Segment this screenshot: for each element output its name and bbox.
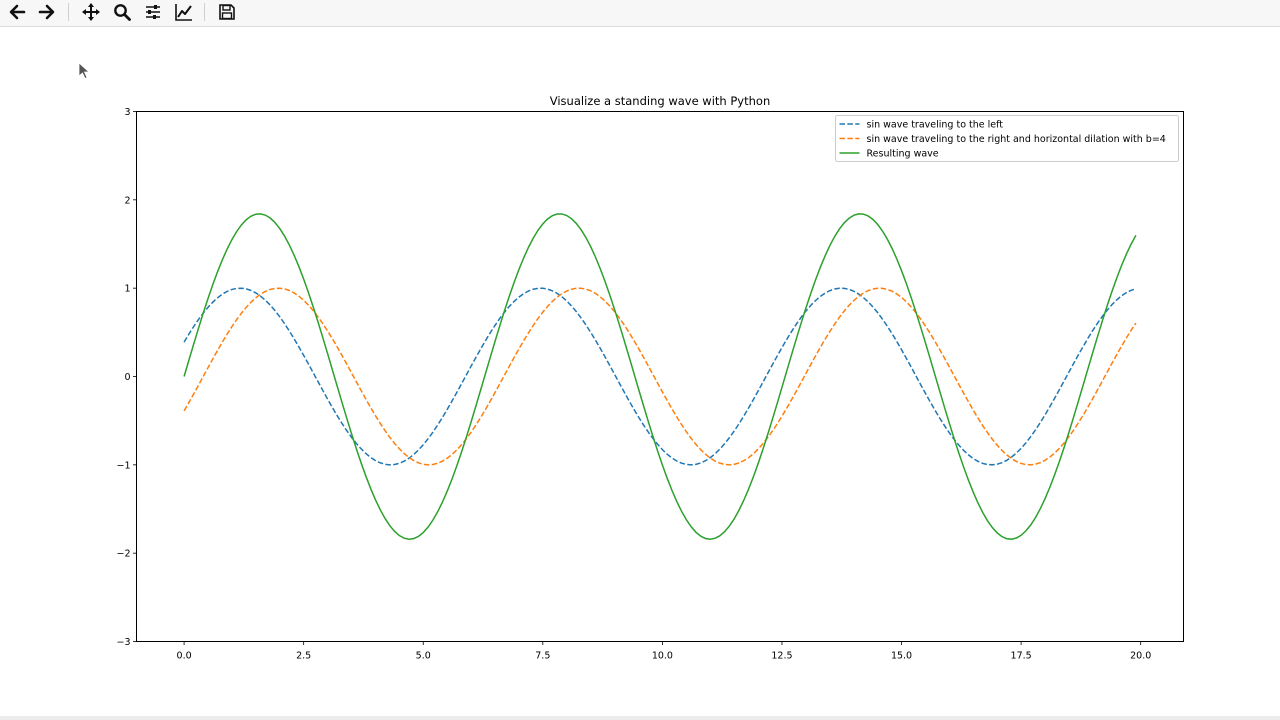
legend-label: sin wave traveling to the right and hori… [867,134,1166,145]
x-tick-label: 10.0 [652,651,673,662]
legend-label: Resulting wave [867,149,939,160]
figure-canvas: Visualize a standing wave with Python 0.… [0,27,1280,716]
y-tick-label: 1 [124,284,130,295]
toolbar-separator [204,3,205,21]
x-tick-label: 2.5 [296,651,311,662]
forward-button[interactable] [34,1,60,23]
customize-button[interactable] [171,1,197,23]
mouse-cursor-icon [78,62,90,80]
chart-title: Visualize a standing wave with Python [550,94,770,108]
y-tick-label: −1 [116,460,130,471]
series-line-3 [183,213,1137,540]
y-tick-label: −3 [116,637,130,648]
navigation-toolbar [0,0,1280,27]
line-chart-icon [175,4,192,21]
arrow-right-icon [38,4,55,20]
y-tick-label: 0 [124,372,130,383]
magnifier-icon [114,4,131,21]
save-button[interactable] [214,1,240,23]
x-tick-label: 7.5 [535,651,550,662]
y-axis: −3 −2 −1 0 1 2 3 [116,107,137,648]
y-tick-label: 2 [124,195,130,206]
move-icon [82,3,100,21]
back-button[interactable] [4,1,30,23]
legend: sin wave traveling to the left sin wave t… [835,115,1179,162]
zoom-button[interactable] [109,1,135,23]
x-tick-label: 17.5 [1011,651,1032,662]
plot-area[interactable] [136,111,1184,642]
legend-label: sin wave traveling to the left [867,120,1004,131]
pan-button[interactable] [78,1,104,23]
toolbar-separator [68,3,69,21]
series-line-2 [183,287,1137,466]
y-tick-label: −2 [116,549,130,560]
x-tick-label: 20.0 [1130,651,1151,662]
x-tick-label: 12.5 [771,651,792,662]
axes-background [136,111,1184,642]
x-tick-label: 5.0 [416,651,431,662]
subplots-button[interactable] [140,1,166,23]
floppy-disk-icon [219,4,235,20]
x-tick-label: 0.0 [177,651,192,662]
legend-frame [835,115,1179,162]
series-layer [183,213,1137,540]
status-bar [0,716,1280,720]
x-tick-label: 15.0 [891,651,912,662]
arrow-left-icon [9,4,26,20]
sliders-icon [146,5,160,19]
series-line-1 [183,287,1137,466]
x-axis: 0.0 2.5 5.0 7.5 10.0 12.5 15.0 17.5 20.0 [177,641,1151,662]
y-tick-label: 3 [124,107,130,118]
